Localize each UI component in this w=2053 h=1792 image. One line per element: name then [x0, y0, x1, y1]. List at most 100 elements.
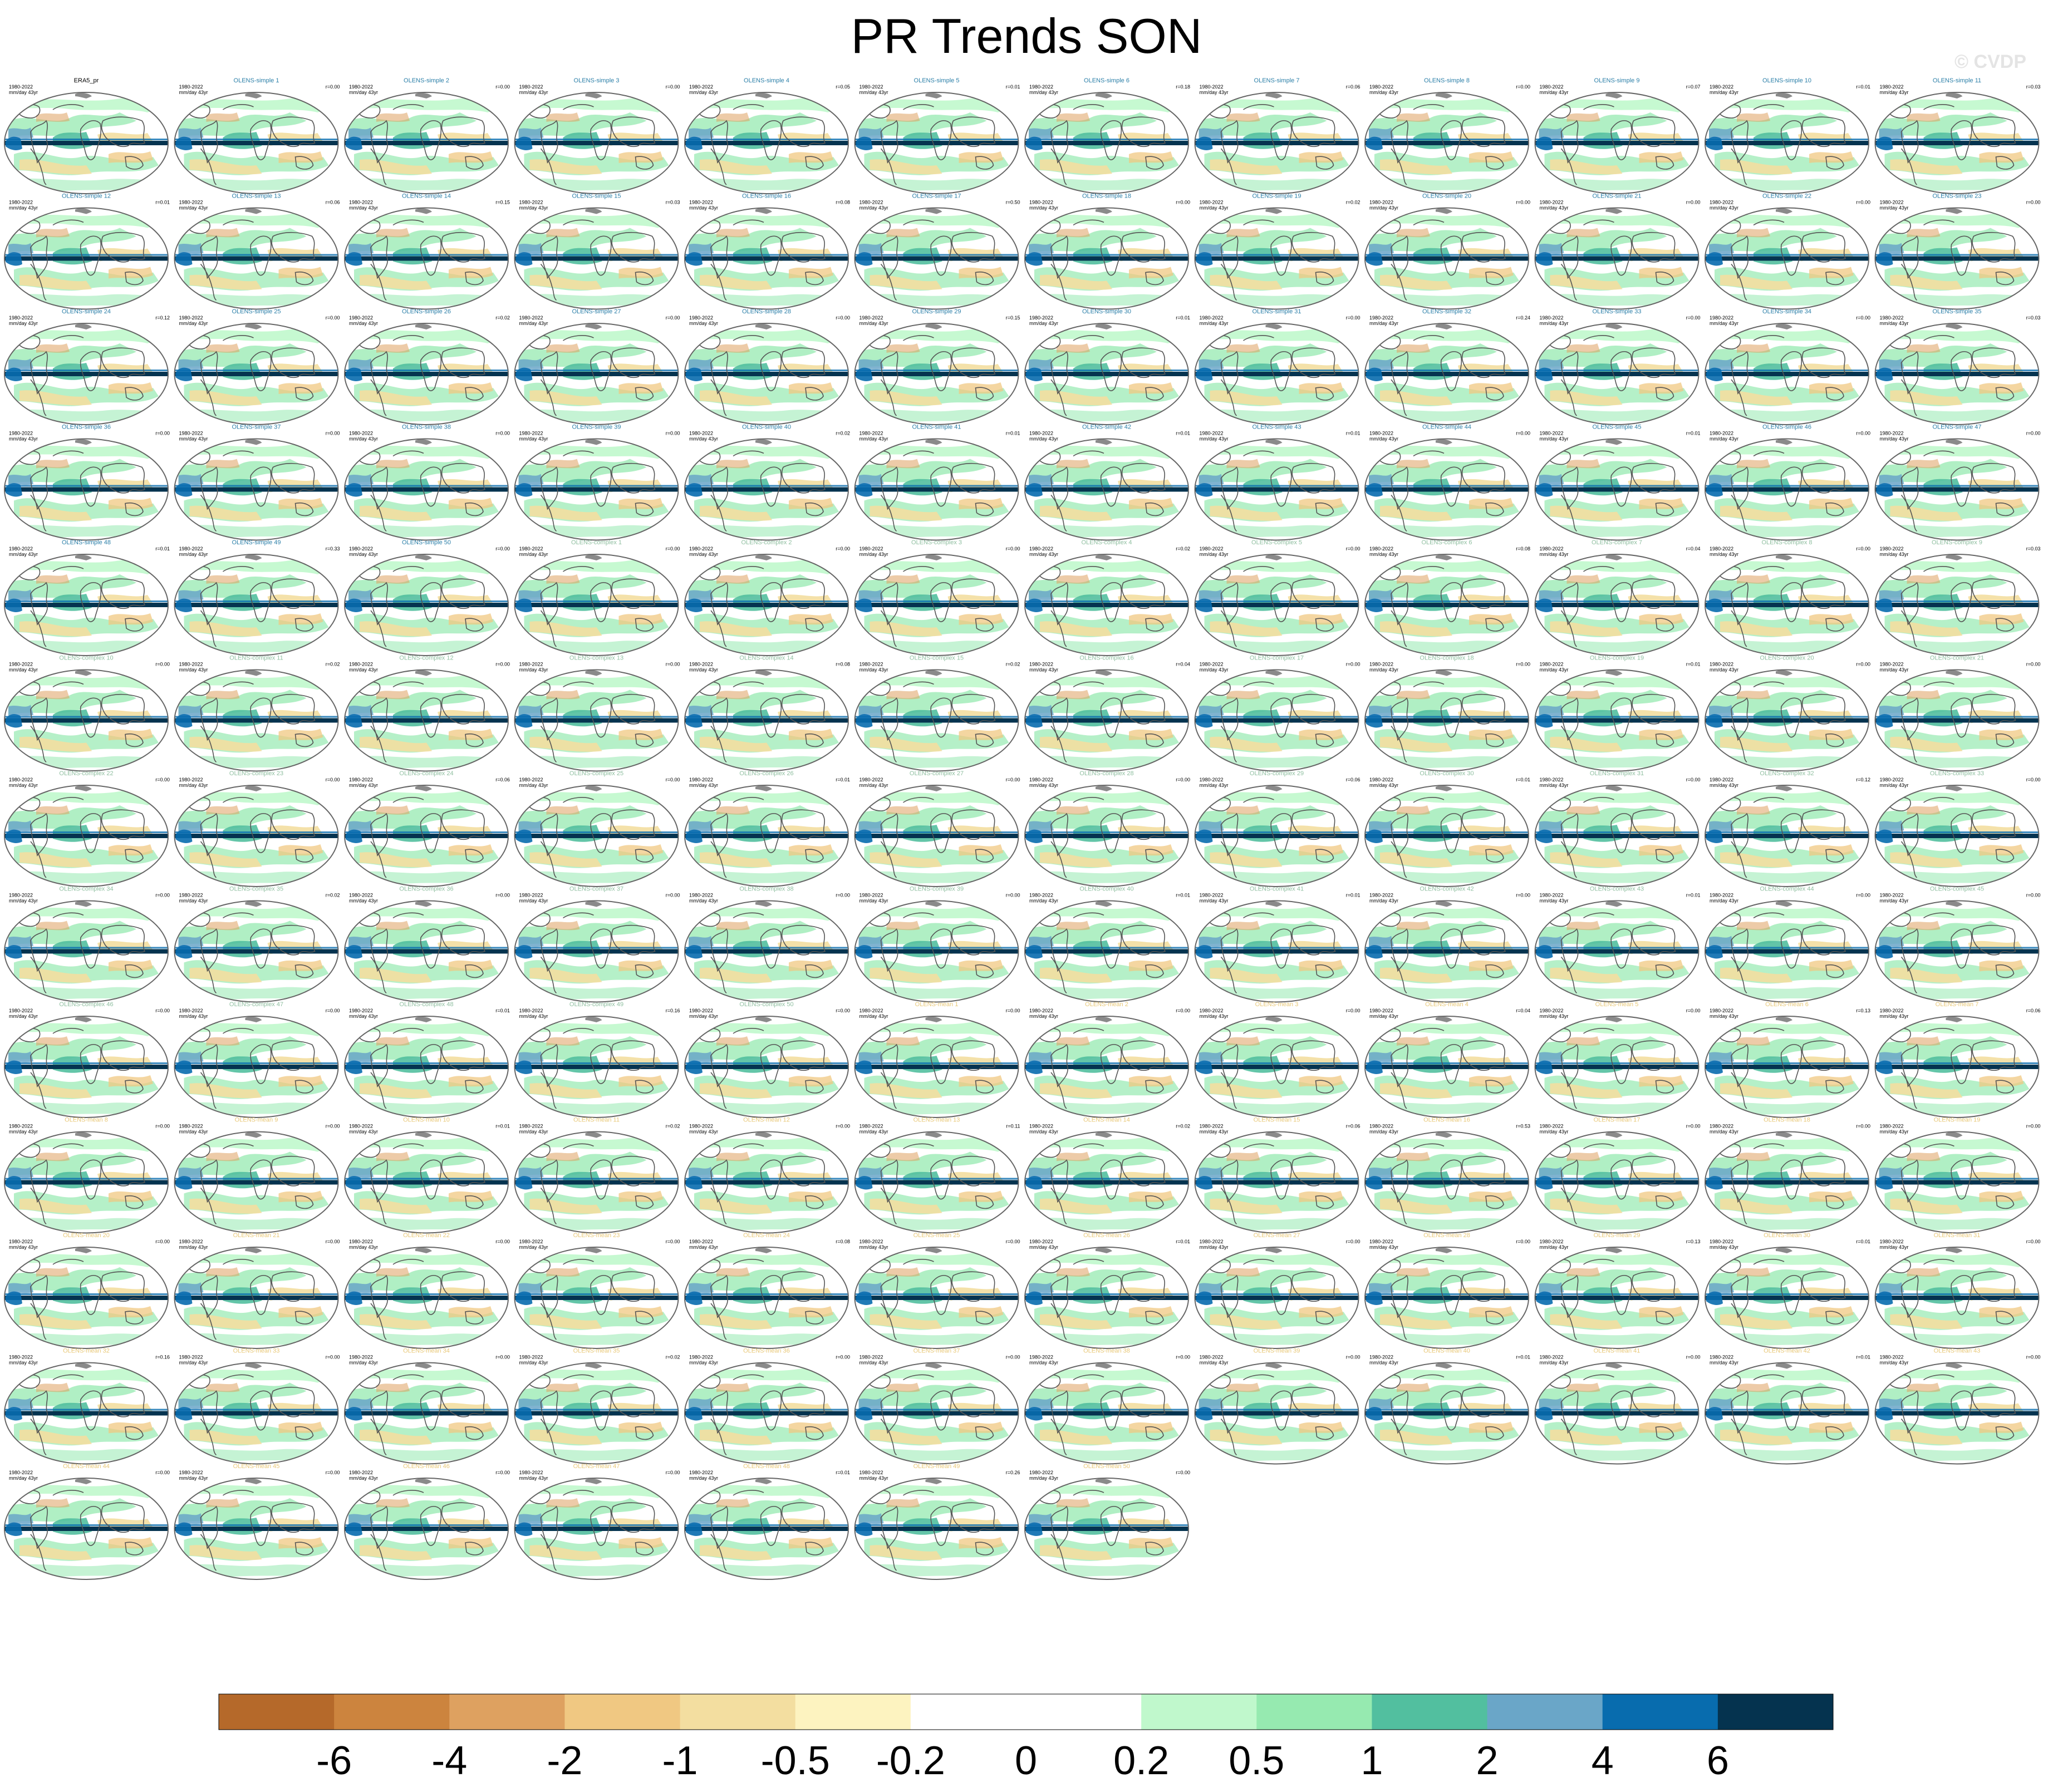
trend-map: [1363, 1245, 1530, 1351]
panel-period: 1980-2022: [1540, 431, 1564, 436]
panel-units: mm/day 43yr: [1029, 667, 1058, 673]
panel-title: OLENS-simple 6: [1084, 77, 1129, 84]
panel-units: mm/day 43yr: [1200, 321, 1229, 326]
panel-r-value: r=0.08: [836, 662, 850, 667]
panel-r-value: r=0.02: [326, 893, 340, 898]
panel-title: OLENS-simple 39: [572, 424, 621, 431]
panel-r-value: r=0.01: [1516, 777, 1530, 782]
panel-units: mm/day 43yr: [689, 552, 718, 557]
panel-period: 1980-2022: [1710, 546, 1733, 552]
trend-map: [683, 1130, 850, 1235]
panel-r-value: r=0.00: [666, 662, 680, 667]
trend-map: [683, 1014, 850, 1120]
panel-r-value: r=0.00: [495, 84, 510, 90]
panel-r-value: r=0.01: [1856, 84, 1870, 90]
panel-r-value: r=0.00: [666, 1470, 680, 1475]
panel-period: 1980-2022: [1880, 431, 1904, 436]
panel-units: mm/day 43yr: [689, 205, 718, 211]
panel-period: 1980-2022: [349, 431, 373, 436]
trend-map: [683, 1476, 850, 1582]
panel-title: OLENS-mean 1: [915, 1001, 959, 1008]
panel-r-value: r=0.01: [1176, 1239, 1190, 1244]
panel-r-value: r=0.00: [1176, 1470, 1190, 1475]
panel-title: OLENS-complex 31: [1590, 770, 1644, 777]
panel-r-value: r=0.11: [1006, 1124, 1020, 1129]
trend-map: [1363, 899, 1530, 1005]
panel-title: OLENS-complex 40: [1079, 886, 1133, 893]
panel-period: 1980-2022: [349, 662, 373, 667]
panel-period: 1980-2022: [1369, 431, 1393, 436]
panel-period: 1980-2022: [519, 546, 543, 552]
panel-period: 1980-2022: [1369, 1124, 1393, 1129]
panel-r-value: r=0.00: [326, 431, 340, 436]
panel-units: mm/day 43yr: [859, 1244, 888, 1250]
panel-r-value: r=0.00: [836, 315, 850, 321]
panel-units: mm/day 43yr: [9, 1129, 38, 1135]
panel-units: mm/day 43yr: [689, 1360, 718, 1366]
panel-units: mm/day 43yr: [179, 321, 208, 326]
panel-period: 1980-2022: [689, 431, 713, 436]
panel-r-value: r=0.00: [1346, 1239, 1361, 1244]
panel-title: OLENS-complex 25: [569, 770, 623, 777]
trend-map: [853, 1245, 1020, 1351]
trend-map: [173, 783, 340, 889]
panel-title: OLENS-mean 7: [1936, 1001, 1979, 1008]
panel-period: 1980-2022: [179, 84, 203, 90]
panel-units: mm/day 43yr: [349, 667, 378, 673]
panel-units: mm/day 43yr: [1710, 205, 1738, 211]
trend-map: [513, 1014, 680, 1120]
trend-map: [3, 1014, 170, 1120]
panel-title: OLENS-mean 25: [913, 1232, 960, 1239]
trend-map: [1534, 552, 1701, 658]
panel-title: OLENS-complex 8: [1761, 539, 1812, 546]
trend-map: [343, 1245, 510, 1351]
panel-period: 1980-2022: [1200, 1124, 1224, 1129]
panel-r-value: r=0.00: [495, 1470, 510, 1475]
panel-r-value: r=0.04: [1516, 1008, 1530, 1013]
panel-period: 1980-2022: [859, 1470, 883, 1475]
panel-period: 1980-2022: [519, 1124, 543, 1129]
panel-units: mm/day 43yr: [859, 1129, 888, 1135]
panel-period: 1980-2022: [859, 1355, 883, 1360]
panel-period: 1980-2022: [9, 315, 33, 321]
panel-title: OLENS-simple 33: [1592, 308, 1641, 315]
panel-title: OLENS-complex 15: [910, 655, 964, 662]
trend-map: [683, 668, 850, 774]
trend-map: [1874, 1361, 2041, 1466]
panel-r-value: r=0.00: [1856, 662, 1870, 667]
panel-title: OLENS-simple 46: [1762, 424, 1811, 431]
panel-r-value: r=0.00: [2026, 200, 2041, 205]
trend-map: [1023, 668, 1190, 774]
panel-r-value: r=0.03: [666, 200, 680, 205]
trend-map: [1023, 1130, 1190, 1235]
panel-period: 1980-2022: [349, 1008, 373, 1013]
panel-period: 1980-2022: [1029, 546, 1053, 552]
panel-title: OLENS-mean 10: [403, 1117, 450, 1124]
trend-map: [3, 321, 170, 427]
trend-map: [853, 321, 1020, 427]
panel-title: OLENS-complex 22: [59, 770, 113, 777]
colorbar-tick-label: -0.5: [761, 1739, 830, 1783]
panel-r-value: r=0.13: [1856, 1008, 1870, 1013]
panel-period: 1980-2022: [349, 1470, 373, 1475]
trend-map: [1363, 552, 1530, 658]
panel-units: mm/day 43yr: [1710, 782, 1738, 788]
